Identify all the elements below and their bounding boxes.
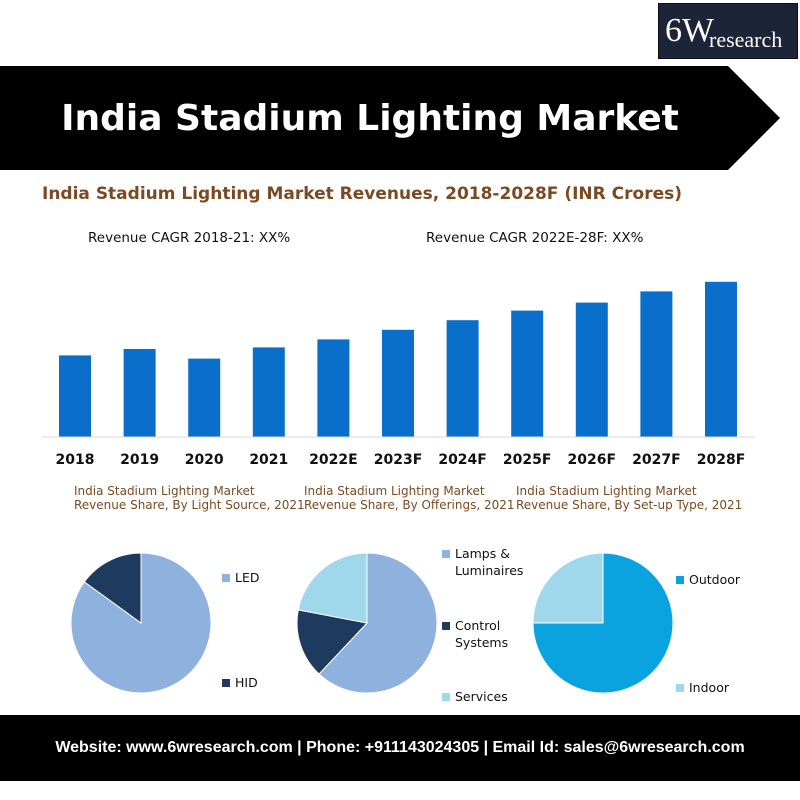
chart-title: India Stadium Lighting Market Revenues, … (42, 184, 683, 204)
legend-label: Services (455, 689, 508, 704)
pie-slice-control-systems (296, 609, 368, 675)
pie-chart-setup-type (532, 552, 674, 694)
legend-label: Control (455, 618, 501, 633)
legend-label: Outdoor (689, 572, 741, 587)
pie-slice-hid (83, 552, 142, 624)
x-tick-label: 2027F (632, 452, 681, 468)
legend-swatch (676, 576, 684, 584)
company-logo: 6W research (658, 3, 798, 59)
bar-2020 (188, 358, 221, 437)
pie-chart-light-source (70, 552, 212, 694)
page-title: India Stadium Lighting Market (61, 97, 679, 139)
x-tick-label: 2018 (56, 452, 95, 468)
bar-2018 (59, 355, 91, 437)
pie-title-setup-type: India Stadium Lighting Market Revenue Sh… (516, 484, 742, 512)
x-tick-label: 2025F (503, 452, 552, 468)
x-tick-label: 2022E (309, 452, 358, 468)
pie-title-offerings: India Stadium Lighting Market Revenue Sh… (304, 484, 515, 512)
x-tick-label: 2021 (249, 452, 288, 468)
pie-chart-offerings (296, 552, 438, 694)
x-tick-label: 2026F (568, 452, 617, 468)
legend-label: LED (235, 570, 260, 585)
pie-title-line: India Stadium Lighting Market (304, 484, 485, 498)
bar-2028F (705, 281, 737, 437)
x-tick-label: 2023F (374, 452, 423, 468)
legend-label: Luminaires (455, 563, 524, 578)
pie-title-line: Revenue Share, By Light Source, 2021 (74, 498, 305, 512)
legend-label: Lamps & (455, 546, 510, 561)
pie-title-line: India Stadium Lighting Market (516, 484, 697, 498)
title-banner (0, 66, 780, 170)
legend-swatch (442, 550, 450, 558)
pie-title-line: Revenue Share, By Offerings, 2021 (304, 498, 515, 512)
bar-2027F (640, 291, 673, 437)
bar-2019 (123, 349, 156, 437)
x-tick-label: 2019 (120, 452, 159, 468)
x-tick-label: 2028F (697, 452, 746, 468)
pie-slice-lamps-luminaires (318, 552, 438, 694)
logo-mark: 6W (665, 12, 715, 49)
logo-wordmark: research (709, 27, 783, 52)
legend-swatch (442, 622, 450, 630)
legend-label: Systems (455, 635, 509, 650)
x-tick-label: 2020 (185, 452, 224, 468)
bar-2026F (575, 302, 608, 437)
cagr-right: Revenue CAGR 2022E-28F: XX% (426, 230, 644, 246)
legend-swatch (222, 679, 230, 687)
pie-title-line: Revenue Share, By Set-up Type, 2021 (516, 498, 743, 512)
contact-footer: Website: www.6wresearch.com | Phone: +91… (0, 715, 800, 781)
pie-slice-indoor (532, 552, 604, 624)
bar-2024F (446, 320, 479, 437)
bar-2021 (252, 347, 285, 437)
pie-slice-services (297, 552, 368, 624)
bar-2023F (382, 329, 414, 437)
banner-arrow-shape (0, 66, 780, 170)
legend-swatch (442, 693, 450, 701)
bar-2025F (511, 310, 544, 437)
bar-2022E (317, 339, 350, 437)
legend-label: HID (235, 675, 258, 690)
pie-title-line: India Stadium Lighting Market (74, 484, 255, 498)
pie-title-light-source: India Stadium Lighting Market Revenue Sh… (74, 484, 305, 512)
legend-swatch (222, 574, 230, 582)
cagr-left: Revenue CAGR 2018-21: XX% (88, 230, 291, 246)
x-tick-label: 2024F (438, 452, 487, 468)
legend-swatch (676, 684, 684, 692)
revenue-bar-chart: 2018 2019 2020 2021 2022E 2023F 2024F 2025F 2026… (42, 281, 755, 468)
legend-label: Indoor (689, 680, 729, 695)
